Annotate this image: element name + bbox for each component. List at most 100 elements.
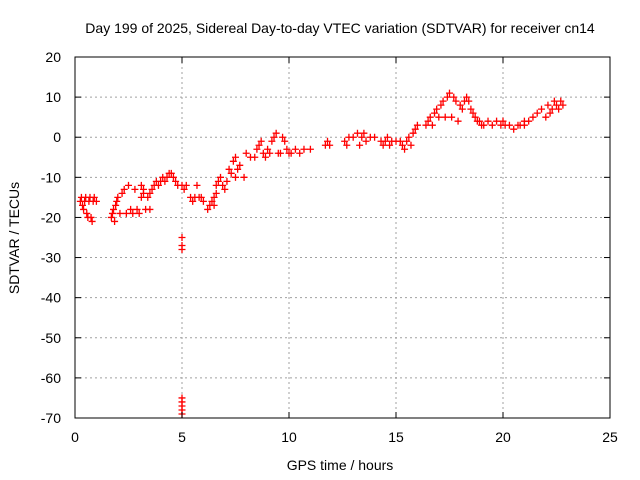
data-point — [480, 121, 488, 129]
data-point — [257, 137, 265, 145]
y-tick-label: 0 — [53, 129, 61, 145]
data-point — [116, 209, 124, 217]
data-point — [217, 173, 225, 181]
data-point — [544, 101, 552, 109]
data-point — [529, 113, 537, 121]
data-point — [146, 189, 154, 197]
data-point — [212, 181, 220, 189]
data-point — [324, 137, 332, 145]
data-point — [381, 137, 389, 145]
data-point — [362, 137, 370, 145]
data-point — [88, 217, 96, 225]
data-point — [240, 173, 248, 181]
data-point — [276, 149, 284, 157]
data-point — [398, 141, 406, 149]
data-point — [542, 113, 550, 121]
data-point — [110, 205, 118, 213]
data-point — [78, 201, 86, 209]
data-point — [499, 117, 507, 125]
data-point — [182, 181, 190, 189]
data-point — [358, 133, 366, 141]
data-point — [409, 129, 417, 137]
data-point — [300, 145, 308, 153]
data-point — [349, 133, 357, 141]
data-point — [450, 93, 458, 101]
data-point — [212, 189, 220, 197]
data-point — [167, 169, 175, 177]
data-point — [127, 205, 135, 213]
data-point — [353, 129, 361, 137]
data-point — [341, 137, 349, 145]
data-point — [131, 185, 139, 193]
data-point — [214, 177, 222, 185]
data-point — [193, 181, 201, 189]
data-point — [221, 185, 229, 193]
x-tick-label: 15 — [388, 429, 404, 445]
data-point — [279, 133, 287, 141]
x-tick-label: 0 — [71, 429, 79, 445]
y-tick-label: -60 — [41, 370, 61, 386]
data-point — [553, 101, 560, 109]
y-tick-label: -40 — [41, 290, 61, 306]
data-point — [510, 125, 518, 133]
data-point — [242, 149, 250, 157]
x-tick-label: 20 — [495, 429, 511, 445]
data-point — [113, 197, 121, 205]
plot-frame — [74, 56, 611, 419]
data-point — [379, 141, 387, 149]
data-point — [283, 145, 291, 153]
data-point — [505, 121, 513, 129]
x-tick-label: 10 — [281, 429, 297, 445]
data-point — [137, 193, 145, 201]
data-point — [343, 141, 351, 149]
data-point — [291, 145, 299, 153]
data-point — [172, 177, 180, 185]
data-point — [178, 234, 186, 241]
data-point — [234, 165, 242, 173]
data-point — [154, 181, 162, 189]
data-point — [548, 105, 556, 113]
data-point — [125, 181, 132, 189]
data-point — [458, 105, 466, 113]
data-points — [76, 89, 567, 418]
data-point — [261, 153, 269, 161]
data-point — [426, 113, 434, 121]
data-point — [557, 97, 565, 105]
data-point — [148, 185, 156, 193]
data-point — [287, 149, 295, 157]
data-point — [456, 101, 464, 109]
data-point — [146, 205, 154, 213]
data-point — [401, 145, 409, 153]
data-point — [229, 157, 237, 165]
data-point — [538, 105, 546, 113]
y-axis-label: SDTVAR / TECUs — [6, 182, 22, 294]
data-point — [431, 109, 439, 117]
x-tick-label: 25 — [602, 429, 618, 445]
chart-title: Day 199 of 2025, Sidereal Day-to-day VTE… — [85, 20, 595, 36]
y-tick-label: -20 — [41, 209, 61, 225]
data-point — [422, 121, 430, 129]
data-point — [360, 129, 368, 137]
data-point — [448, 113, 456, 121]
data-point — [396, 137, 404, 145]
data-point — [111, 217, 119, 225]
data-point — [306, 145, 314, 153]
data-point — [386, 141, 394, 149]
data-point — [413, 121, 421, 129]
data-point — [403, 137, 411, 145]
data-point — [435, 113, 443, 121]
data-point — [443, 93, 451, 101]
data-point — [225, 165, 233, 173]
data-point — [546, 109, 554, 117]
data-point — [122, 209, 130, 217]
data-point — [259, 149, 267, 157]
data-point — [465, 97, 473, 105]
data-point — [467, 105, 475, 113]
data-point — [180, 185, 188, 193]
data-point — [493, 117, 501, 125]
data-point — [446, 89, 453, 97]
data-point — [469, 109, 477, 117]
data-point — [210, 201, 218, 209]
data-point — [107, 213, 115, 221]
